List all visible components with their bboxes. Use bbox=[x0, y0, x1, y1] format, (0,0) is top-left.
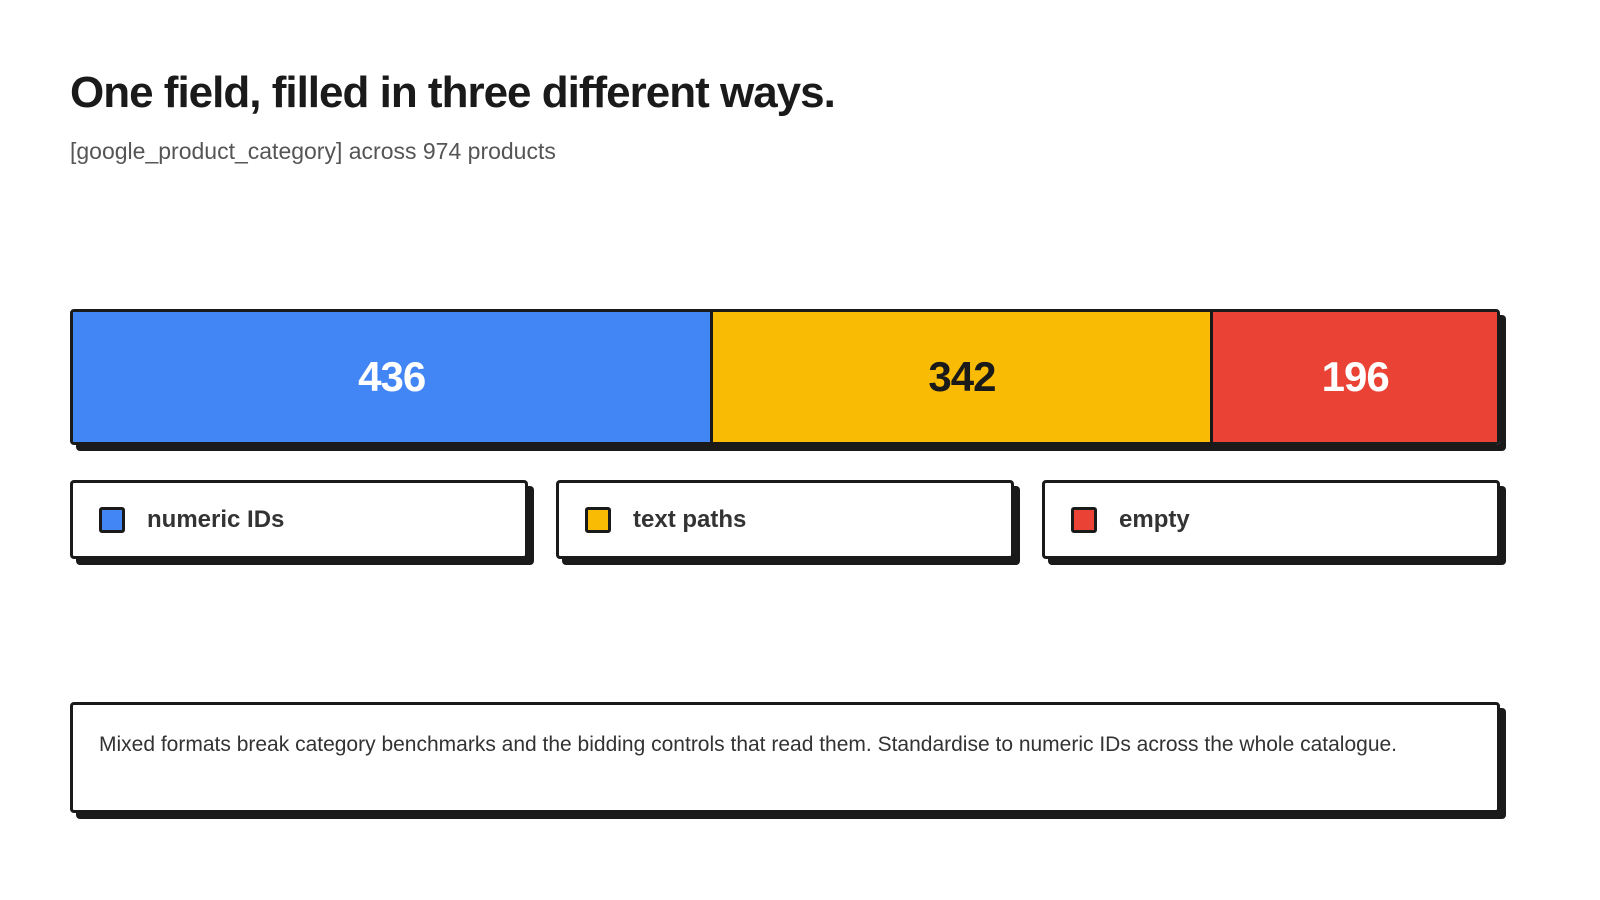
bar-segment-text-paths: 342 bbox=[710, 312, 1211, 442]
legend-swatch bbox=[99, 506, 125, 533]
bar-value-label: 342 bbox=[928, 353, 996, 400]
legend-item: numeric IDs bbox=[70, 480, 528, 559]
legend-label: empty bbox=[1119, 505, 1190, 533]
chart-subtitle: [google_product_category] across 974 pro… bbox=[70, 138, 556, 164]
legend-label: numeric IDs bbox=[147, 505, 285, 533]
legend-item: empty bbox=[1042, 480, 1500, 559]
bar-segment-empty: 196 bbox=[1210, 312, 1497, 442]
takeaway-note: Mixed formats break category benchmarks … bbox=[70, 702, 1500, 813]
chart-title: One field, filled in three different way… bbox=[70, 68, 836, 117]
bar-value-label: 196 bbox=[1321, 353, 1390, 400]
bar-value-label: 436 bbox=[358, 353, 426, 400]
bar-segment-numeric-ids: 436 bbox=[73, 312, 711, 442]
stacked-bar: 436 342 196 bbox=[70, 309, 1500, 445]
legend-swatch bbox=[585, 506, 611, 533]
legend-item: text paths bbox=[556, 480, 1014, 559]
legend: numeric IDs text paths empty bbox=[70, 480, 1500, 559]
legend-label: text paths bbox=[633, 505, 747, 533]
legend-swatch bbox=[1071, 506, 1097, 533]
